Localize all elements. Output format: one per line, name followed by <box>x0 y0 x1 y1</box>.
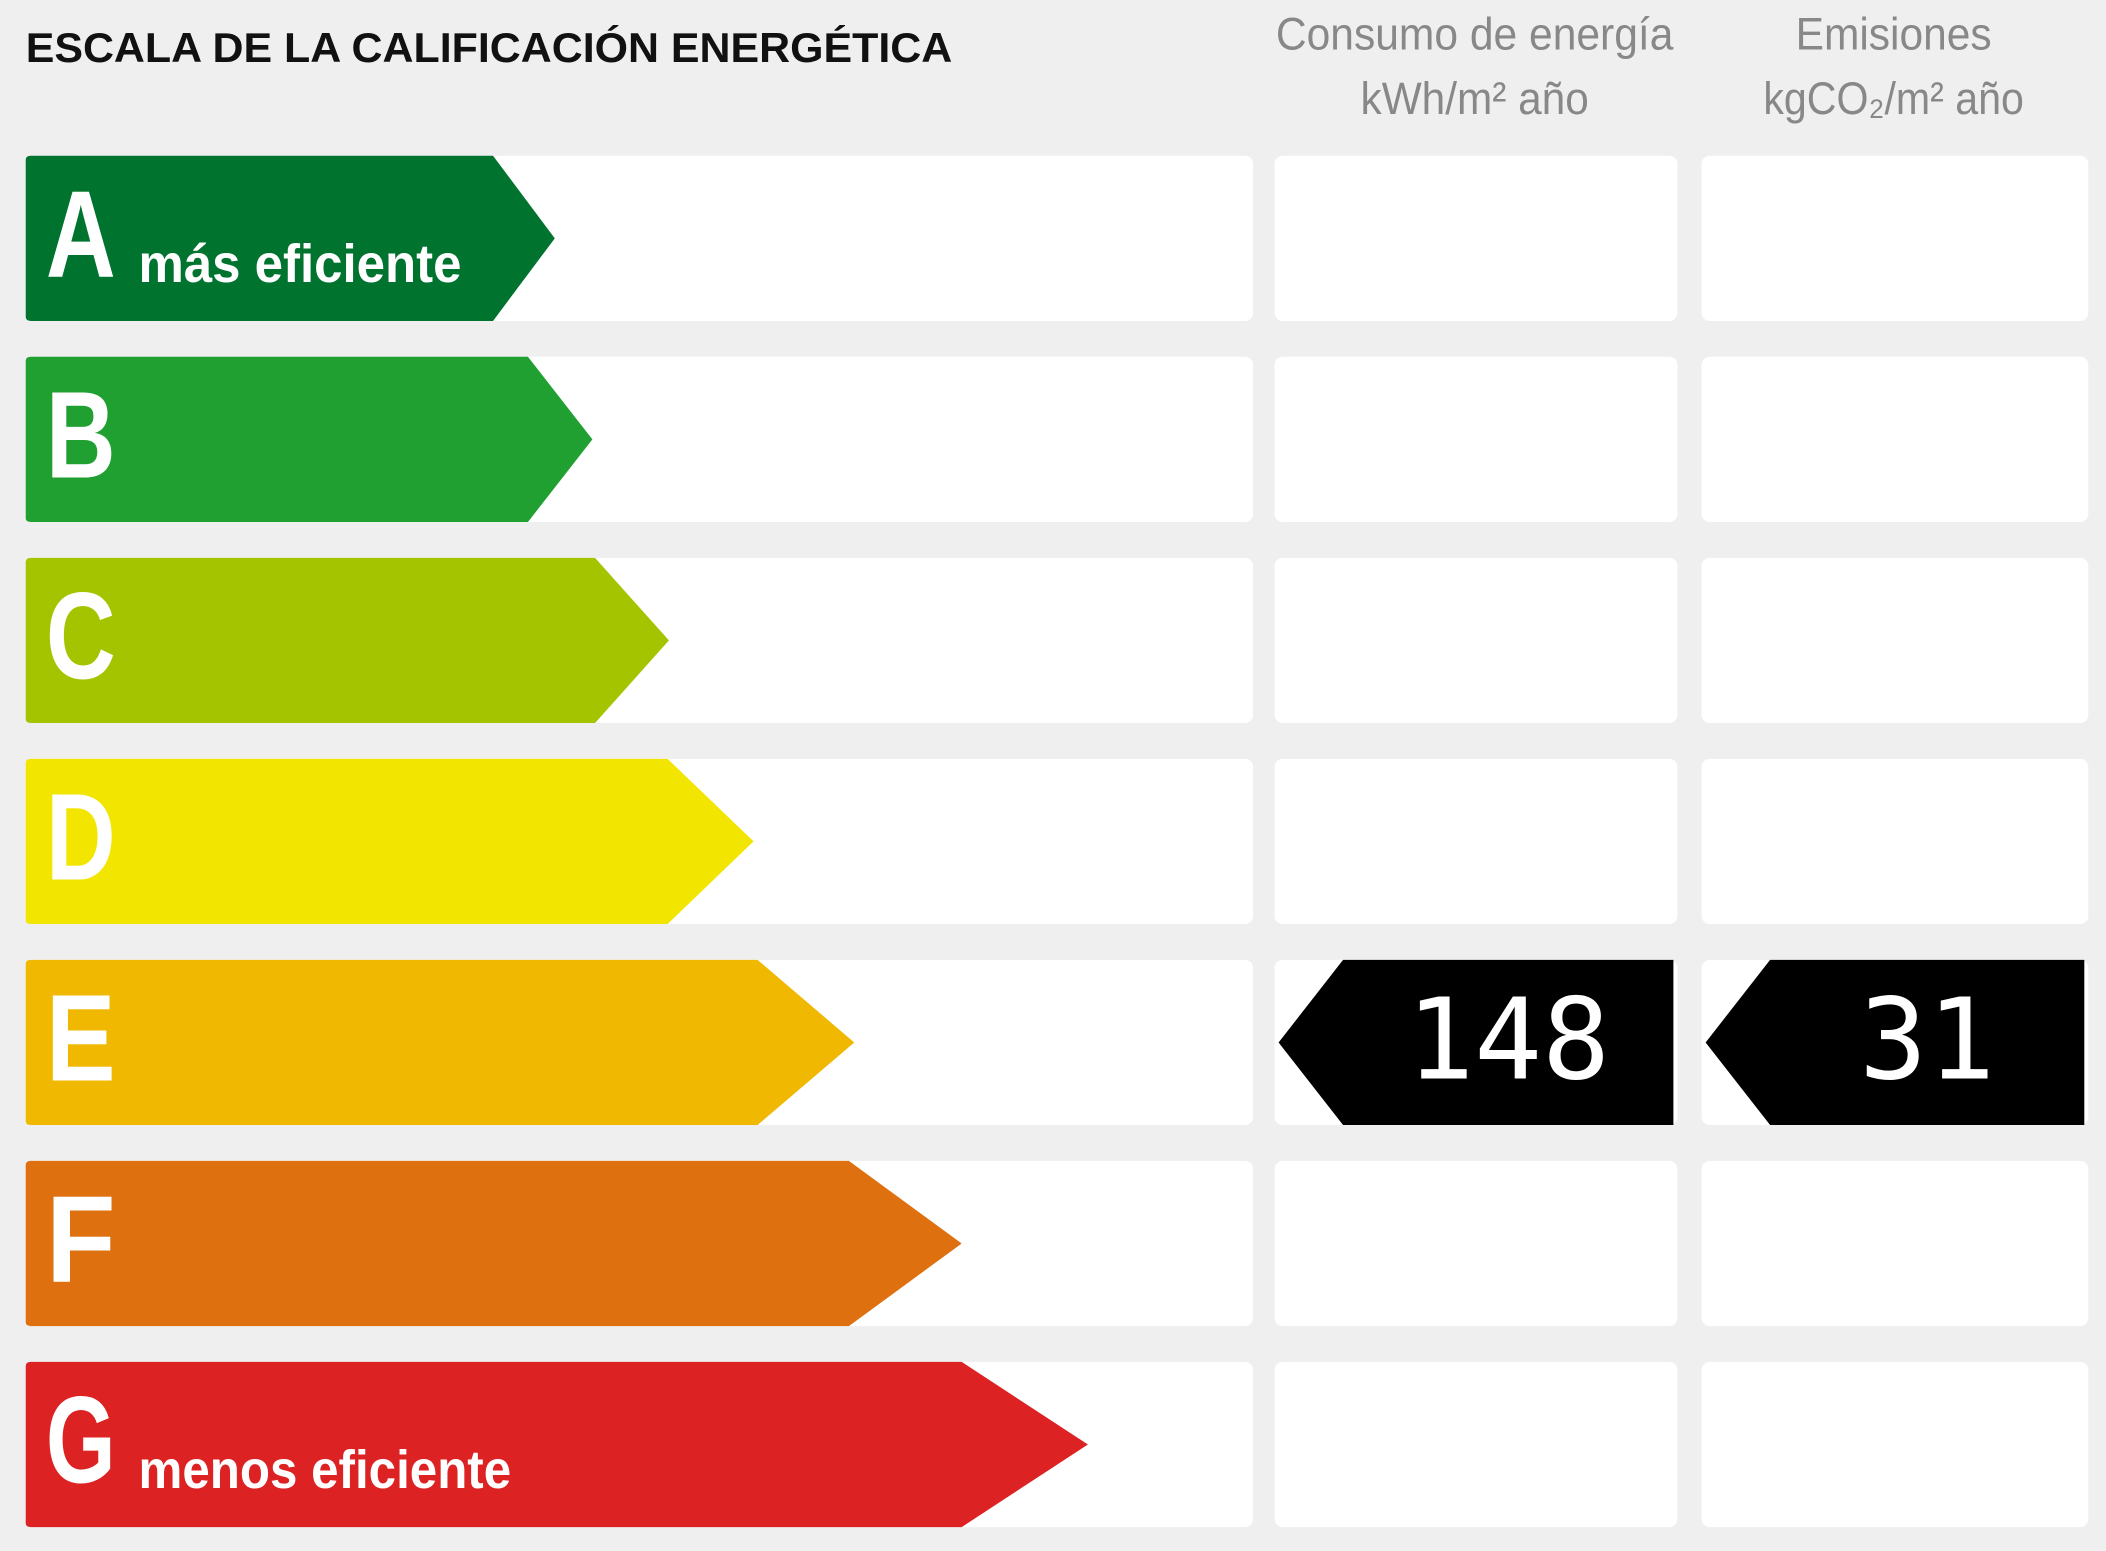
rating-arrow <box>25 1160 962 1327</box>
rating-arrow <box>25 356 593 522</box>
rating-arrow <box>25 1361 1088 1528</box>
rating-letter: E <box>46 969 116 1107</box>
rating-arrow <box>25 557 669 723</box>
value-cell <box>1274 155 1678 321</box>
rating-label: menos eficiente <box>139 1440 512 1500</box>
rating-letter: G <box>46 1372 116 1510</box>
rating-letter: B <box>46 366 116 504</box>
rating-letter: D <box>46 768 116 906</box>
value-cell <box>1701 758 2089 925</box>
indicator-value: 148 <box>1406 974 1610 1106</box>
value-cell <box>1274 356 1678 522</box>
value-cell <box>1274 758 1678 925</box>
value-cell <box>1701 155 2089 321</box>
indicator-value: 31 <box>1859 974 1995 1106</box>
rating-label: más eficiente <box>139 234 462 294</box>
value-cell <box>1274 1160 1678 1327</box>
value-cell <box>1701 1361 2089 1528</box>
value-cell <box>1701 557 2089 723</box>
column-unit: kWh/m² año <box>1361 73 1589 124</box>
value-cell <box>1701 1160 2089 1327</box>
title: ESCALA DE LA CALIFICACIÓN ENERGÉTICA <box>26 23 953 71</box>
column-title: Consumo de energía <box>1276 9 1674 60</box>
column-title: Emisiones <box>1796 9 1992 60</box>
value-indicator <box>1705 959 2085 1126</box>
rating-letter: A <box>46 165 116 303</box>
column-unit: kgCO₂/m² año <box>1763 73 2024 124</box>
rating-arrow <box>25 758 754 925</box>
value-indicator <box>1278 959 1674 1126</box>
value-cell <box>1701 356 2089 522</box>
rating-arrow <box>25 959 855 1126</box>
rating-letter: F <box>46 1170 116 1308</box>
value-cell <box>1274 557 1678 723</box>
rating-arrow <box>25 155 555 321</box>
rating-letter: C <box>46 567 116 705</box>
value-cell <box>1274 1361 1678 1528</box>
